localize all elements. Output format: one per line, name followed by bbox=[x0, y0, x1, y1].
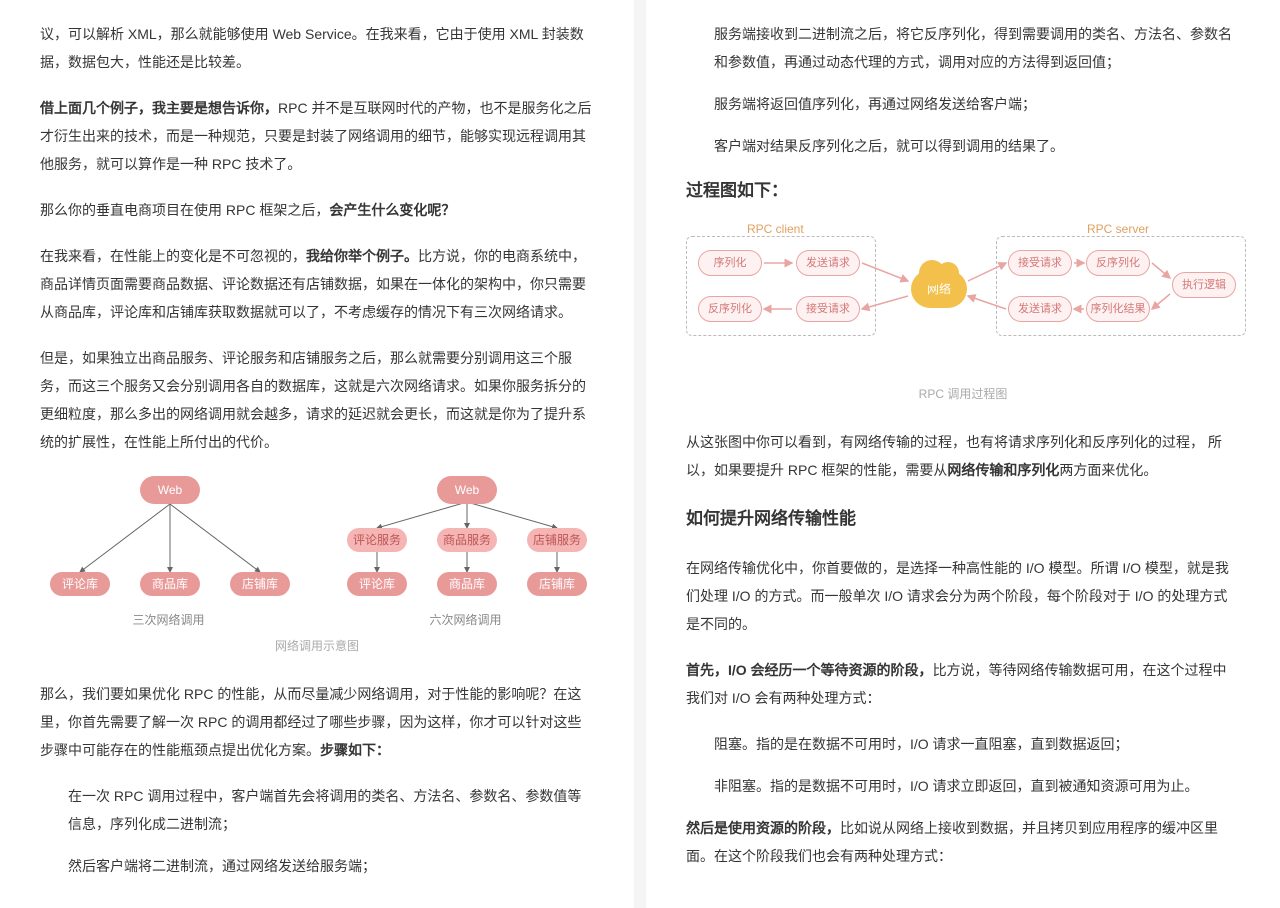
node-web: Web bbox=[437, 476, 497, 504]
label: RPC server bbox=[1087, 217, 1149, 241]
node-db: 店铺库 bbox=[230, 572, 290, 596]
node-db: 评论库 bbox=[347, 572, 407, 596]
node-svc: 店铺服务 bbox=[527, 528, 587, 552]
step-item: 服务端接收到二进制流之后，将它反序列化，得到需要调用的类名、方法名、参数名和参数… bbox=[686, 20, 1240, 76]
rpc-node: 接受请求 bbox=[1008, 250, 1072, 276]
node-db: 商品库 bbox=[437, 572, 497, 596]
text: 在我来看，在性能上的变化是不可忽视的， bbox=[40, 248, 306, 264]
rpc-node: 接受请求 bbox=[796, 296, 860, 322]
step-item: 在一次 RPC 调用过程中，客户端首先会将调用的类名、方法名、参数名、参数值等信… bbox=[40, 782, 594, 838]
para: 然后是使用资源的阶段，比如说从网络上接收到数据，并且拷贝到应用程序的缓冲区里面。… bbox=[686, 814, 1240, 870]
step-item: 服务端将返回值序列化，再通过网络发送给客户端； bbox=[686, 90, 1240, 118]
rpc-node: 序列化 bbox=[698, 250, 762, 276]
node-db: 店铺库 bbox=[527, 572, 587, 596]
rpc-flow-diagram: RPC client RPC server 序列化 发送请求 反序列化 接受请求… bbox=[686, 226, 1246, 376]
para: 在我来看，在性能上的变化是不可忽视的，我给你举个例子。比方说，你的电商系统中，商… bbox=[40, 242, 594, 326]
diagram-caption: RPC 调用过程图 bbox=[686, 382, 1240, 406]
para: 那么你的垂直电商项目在使用 RPC 框架之后，会产生什么变化呢？ bbox=[40, 196, 594, 224]
cloud-icon: 网络 bbox=[911, 270, 967, 308]
label: RPC client bbox=[747, 217, 804, 241]
text: 那么，我们要如果优化 RPC 的性能，从而尽量减少网络调用，对于性能的影响呢？在… bbox=[40, 686, 581, 758]
para: 那么，我们要如果优化 RPC 的性能，从而尽量减少网络调用，对于性能的影响呢？在… bbox=[40, 680, 594, 764]
node-svc: 评论服务 bbox=[347, 528, 407, 552]
bold-text: 首先，I/O 会经历一个等待资源的阶段， bbox=[686, 662, 933, 678]
caption: 三次网络调用 bbox=[40, 608, 297, 632]
bold-text: 网络传输和序列化 bbox=[947, 462, 1059, 478]
bold-text: 会产生什么变化呢？ bbox=[329, 202, 455, 218]
para: 借上面几个例子，我主要是想告诉你，RPC 并不是互联网时代的产物，也不是服务化之… bbox=[40, 94, 594, 178]
step-item: 客户端对结果反序列化之后，就可以得到调用的结果了。 bbox=[686, 132, 1240, 160]
heading: 过程图如下： bbox=[686, 174, 1240, 208]
tree-three-calls: Web 评论库 商品库 店铺库 三次网络调用 bbox=[40, 476, 297, 626]
para: 但是，如果独立出商品服务、评论服务和店铺服务之后，那么就需要分别调用这三个服务，… bbox=[40, 344, 594, 456]
bold-text: 然后是使用资源的阶段， bbox=[686, 820, 840, 836]
page-left: 议，可以解析 XML，那么就能够使用 Web Service。在我来看，它由于使… bbox=[0, 0, 634, 908]
text: 两方面来优化。 bbox=[1059, 462, 1157, 478]
rpc-node: 序列化结果 bbox=[1086, 296, 1150, 322]
diagram-caption: 网络调用示意图 bbox=[40, 634, 594, 658]
rpc-node: 执行逻辑 bbox=[1172, 272, 1236, 298]
rpc-node: 反序列化 bbox=[698, 296, 762, 322]
para: 在网络传输优化中，你首要做的，是选择一种高性能的 I/O 模型。所谓 I/O 模… bbox=[686, 554, 1240, 638]
list-item: 非阻塞。指的是数据不可用时，I/O 请求立即返回，直到被通知资源可用为止。 bbox=[686, 772, 1240, 800]
para: 从这张图中你可以看到，有网络传输的过程，也有将请求序列化和反序列化的过程， 所以… bbox=[686, 428, 1240, 484]
step-item: 然后客户端将二进制流，通过网络发送给服务端； bbox=[40, 852, 594, 880]
page-right: 服务端接收到二进制流之后，将它反序列化，得到需要调用的类名、方法名、参数名和参数… bbox=[646, 0, 1280, 908]
bold-text: 借上面几个例子，我主要是想告诉你， bbox=[40, 100, 278, 116]
node-db: 商品库 bbox=[140, 572, 200, 596]
bold-text: 我给你举个例子。 bbox=[306, 248, 418, 264]
tree-six-calls: Web 评论服务 商品服务 店铺服务 评论库 商品库 店铺库 六次网络调用 bbox=[337, 476, 594, 626]
para: 议，可以解析 XML，那么就能够使用 Web Service。在我来看，它由于使… bbox=[40, 20, 594, 76]
heading: 如何提升网络传输性能 bbox=[686, 502, 1240, 536]
rpc-node: 发送请求 bbox=[796, 250, 860, 276]
text: 那么你的垂直电商项目在使用 RPC 框架之后， bbox=[40, 202, 329, 218]
node-web: Web bbox=[140, 476, 200, 504]
node-svc: 商品服务 bbox=[437, 528, 497, 552]
node-db: 评论库 bbox=[50, 572, 110, 596]
bold-text: 步骤如下： bbox=[320, 742, 390, 758]
rpc-node: 发送请求 bbox=[1008, 296, 1072, 322]
tree-diagram: Web 评论库 商品库 店铺库 三次网络调用 Web 评论服务 商品服务 店铺服… bbox=[40, 476, 594, 626]
caption: 六次网络调用 bbox=[337, 608, 594, 632]
rpc-node: 反序列化 bbox=[1086, 250, 1150, 276]
list-item: 阻塞。指的是在数据不可用时，I/O 请求一直阻塞，直到数据返回； bbox=[686, 730, 1240, 758]
para: 首先，I/O 会经历一个等待资源的阶段，比方说，等待网络传输数据可用，在这个过程… bbox=[686, 656, 1240, 712]
